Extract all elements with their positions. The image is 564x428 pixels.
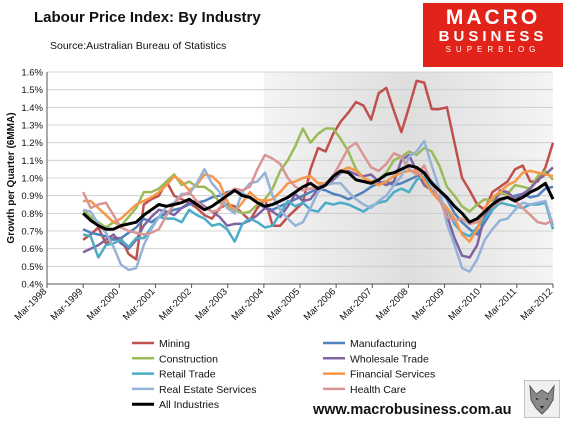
brand-logo-line1: MACRO (445, 6, 541, 29)
y-tick-label: 1.0% (21, 174, 43, 185)
legend-label-construction: Construction (159, 353, 218, 365)
x-tick-label: Mar-2011 (483, 286, 519, 322)
y-tick-label: 1.3% (21, 121, 43, 132)
y-tick-label: 0.8% (21, 209, 43, 220)
x-tick-label: Mar-2001 (121, 286, 158, 323)
chart-title: Labour Price Index: By Industry (34, 9, 261, 26)
y-tick-label: 0.7% (21, 227, 43, 238)
legend-label-all-industries: All Industries (159, 399, 219, 411)
brand-logo-line2: BUSINESS (438, 28, 548, 45)
x-tick-label: Mar-2002 (157, 286, 194, 323)
site-url: www.macrobusiness.com.au (313, 402, 512, 418)
y-tick-label: 0.9% (21, 191, 43, 202)
y-tick-label: 0.5% (21, 262, 43, 273)
x-tick-label: Mar-2004 (229, 286, 266, 323)
x-tick-label: Mar-2010 (446, 286, 483, 323)
y-tick-label: 1.6% (21, 68, 43, 79)
wolf-logo-icon (524, 380, 560, 418)
chart-source: Source:Australian Bureau of Statistics (50, 40, 227, 52)
x-tick-label: Mar-2003 (193, 286, 230, 323)
x-tick-label: Mar-1998 (13, 286, 50, 323)
series-line-financial-services (83, 166, 554, 243)
y-tick-label: 1.4% (21, 103, 43, 114)
legend-label-wholesale-trade: Wholesale Trade (350, 353, 429, 365)
y-tick-label: 1.5% (21, 85, 43, 96)
series-line-all-industries (82, 164, 555, 231)
x-tick-label: Mar-2005 (266, 286, 303, 323)
legend-label-retail-trade: Retail Trade (159, 369, 216, 381)
y-tick-label: 1.2% (21, 138, 43, 149)
x-tick-label: Mar-2008 (374, 286, 411, 323)
x-tick-label: Mar-2009 (410, 286, 447, 323)
legend-label-mining: Mining (159, 338, 190, 350)
y-tick-label: 1.1% (21, 156, 43, 167)
x-tick-label: Mar-2012 (519, 286, 556, 323)
legend-label-manufacturing: Manufacturing (350, 338, 417, 350)
brand-logo: MACRO BUSINESS SUPERBLOG (423, 3, 563, 67)
legend-label-financial-services: Financial Services (350, 369, 435, 381)
x-tick-label: Mar-2007 (338, 286, 375, 323)
y-axis-label: Growth per Quarter (6MMA) (6, 112, 17, 243)
series-line-real-estate-services (82, 139, 555, 273)
series-line-retail-trade (82, 174, 555, 259)
legend-label-real-estate-services: Real Estate Services (159, 384, 256, 396)
x-tick-label: Mar-2000 (85, 286, 122, 323)
series-line-construction (82, 127, 554, 229)
y-tick-label: 0.6% (21, 244, 43, 255)
legend-label-health-care: Health Care (350, 384, 406, 396)
x-tick-label: Mar-2006 (302, 286, 339, 323)
y-tick-label: 0.4% (21, 280, 43, 291)
x-tick-label: Mar-1999 (49, 286, 86, 323)
brand-logo-line3: SUPERBLOG (445, 45, 541, 54)
